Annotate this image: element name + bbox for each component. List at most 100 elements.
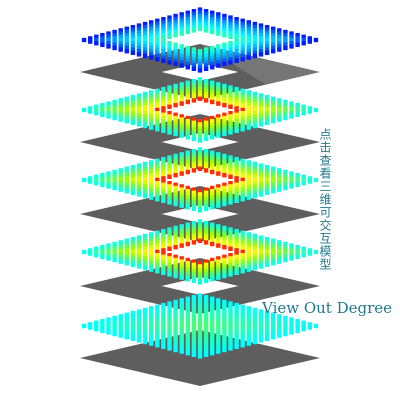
heat-cell: [216, 311, 221, 316]
heat-cell: [149, 315, 154, 321]
heat-cell: [197, 315, 203, 321]
heat-cell: [295, 179, 300, 184]
heat-cell: [167, 193, 172, 199]
heat-cell: [136, 23, 142, 28]
heat-cell: [228, 346, 233, 351]
heat-cell: [289, 246, 294, 251]
heat-cell: [173, 122, 178, 127]
heat-cell: [142, 256, 148, 261]
heat-cell: [271, 119, 276, 124]
heat-cell: [295, 328, 300, 333]
heat-cell: [252, 25, 258, 30]
heat-cell: [246, 322, 251, 327]
heat-cell: [258, 119, 264, 124]
heat-cell: [283, 179, 288, 184]
heat-cell: [191, 265, 197, 271]
heat-cell: [228, 246, 233, 251]
heat-cell: [191, 240, 197, 245]
heat-cell: [222, 315, 227, 321]
heat-cell: [191, 203, 197, 208]
heat-cell: [155, 158, 160, 163]
heat-cell: [289, 327, 294, 332]
heat-cell: [234, 122, 239, 127]
heat-cell: [222, 119, 227, 124]
heat-cell: [130, 104, 136, 109]
heat-cell: [210, 185, 215, 191]
heat-cell: [258, 106, 264, 111]
heat-cell: [258, 112, 264, 117]
heat-cell: [216, 346, 221, 351]
heat-cell: [264, 177, 270, 183]
heat-cell: [167, 60, 172, 65]
heat-cell: [136, 335, 142, 340]
heat-cell: [228, 91, 233, 97]
heat-cell: [234, 338, 239, 343]
heat-cell: [197, 192, 203, 197]
heat-cell: [118, 174, 123, 179]
heat-cell: [289, 184, 294, 189]
heat-cell: [271, 29, 276, 35]
heat-cell: [271, 315, 276, 321]
heat-cell: [118, 171, 123, 176]
heat-cell: [295, 248, 300, 253]
heat-cell: [210, 195, 215, 200]
heat-cell: [197, 122, 203, 127]
heat-cell: [112, 42, 117, 47]
heat-cell: [179, 171, 184, 176]
heat-cell: [252, 107, 258, 113]
heat-cell: [228, 320, 233, 325]
heat-cell: [210, 99, 215, 105]
heat-cell: [191, 133, 197, 138]
heat-cell: [185, 125, 190, 130]
heat-cell: [210, 163, 215, 168]
heat-cell: [173, 17, 178, 22]
heat-cell: [283, 115, 288, 121]
heat-cell: [112, 322, 117, 327]
heat-cell: [149, 52, 154, 57]
heat-cell: [240, 161, 245, 167]
heat-cell: [149, 319, 154, 324]
heat-cell: [295, 103, 300, 108]
heat-cell: [167, 18, 172, 23]
heat-cell: [203, 200, 209, 205]
heat-cell: [179, 158, 184, 163]
heat-cell: [210, 261, 215, 266]
heat-cell: [222, 157, 227, 162]
heat-cell: [106, 111, 111, 116]
heat-cell: [289, 243, 294, 248]
heat-cell: [149, 176, 154, 181]
heat-cell: [246, 115, 251, 121]
heat-cell: [167, 111, 172, 116]
heat-cell: [191, 9, 197, 14]
heat-cell: [264, 50, 270, 55]
heat-cell: [191, 333, 197, 338]
heat-cell: [203, 352, 209, 357]
heat-cell: [173, 55, 178, 60]
heat-cell: [173, 325, 178, 330]
heat-cell: [301, 249, 306, 255]
heat-cell: [228, 256, 233, 261]
heat-cell: [191, 301, 197, 306]
heat-cell: [234, 17, 239, 22]
heat-cell: [252, 44, 258, 49]
heat-cell: [240, 34, 245, 39]
heat-cell: [240, 343, 245, 348]
heat-cell: [130, 311, 136, 316]
heat-cell: [203, 161, 209, 167]
heat-cell: [179, 262, 184, 267]
heat-cell: [155, 117, 160, 122]
heat-cell: [197, 87, 203, 92]
view-out-degree-link[interactable]: View Out Degree: [262, 299, 393, 317]
heat-cell: [179, 44, 184, 49]
heat-cell: [161, 322, 166, 327]
heat-cell: [173, 23, 178, 28]
heat-cell: [228, 114, 233, 119]
heat-cell: [197, 90, 203, 95]
heat-cell: [130, 168, 136, 173]
heat-cell: [283, 106, 288, 111]
heat-cell: [271, 106, 276, 111]
interactive-3d-model-link[interactable]: 点击查看三维可交互模型: [318, 128, 332, 271]
heat-cell: [167, 123, 172, 129]
heat-cell: [252, 120, 258, 125]
heat-cell: [234, 20, 239, 25]
